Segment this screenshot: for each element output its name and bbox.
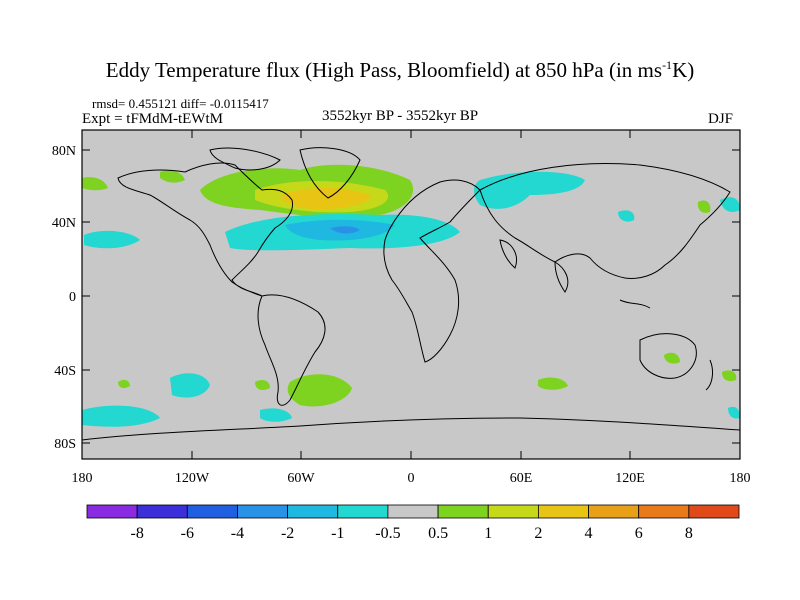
lon-label-0: 0 <box>408 471 415 486</box>
negative-anomaly-asia <box>618 210 635 222</box>
colorbar-swatch <box>387 504 439 519</box>
negative-anomaly-siberia <box>474 171 585 209</box>
negative-anomaly-s-pacific <box>170 373 210 398</box>
positive-anomaly-australia <box>664 352 680 364</box>
colorbar-label: -0.5 <box>375 525 400 542</box>
positive-anomaly-west-edge <box>82 177 108 191</box>
colorbar-swatch <box>638 504 690 519</box>
colorbar <box>86 504 740 519</box>
positive-anomaly-core-2 <box>280 187 372 210</box>
colorbar-swatch <box>537 504 589 519</box>
negative-anomaly-center <box>330 226 360 234</box>
positive-anomaly-s-atlantic <box>287 374 352 407</box>
lon-label-120e: 120E <box>615 471 645 486</box>
colorbar-swatch <box>186 504 238 519</box>
negative-anomaly-southern-ocean <box>82 405 160 427</box>
lat-label-80s: 80S <box>54 437 76 452</box>
lon-label-60e: 60E <box>510 471 533 486</box>
colorbar-swatch <box>287 504 339 519</box>
colorbar-labels: -8 -6 -4 -2 -1 -0.5 0.5 1 2 4 6 8 <box>130 525 692 542</box>
lon-label-120w: 120W <box>175 471 210 486</box>
positive-anomaly-e-asia <box>697 200 711 213</box>
lat-label-40n: 40N <box>52 216 76 231</box>
colorbar-label: 2 <box>534 525 542 542</box>
positive-anomaly-pacific <box>160 170 185 183</box>
colorbar-label: -8 <box>130 525 143 542</box>
negative-anomaly-e-edge <box>720 197 740 212</box>
colorbar-swatch <box>588 504 640 519</box>
coastlines <box>82 147 740 441</box>
colorbar-swatch <box>237 504 289 519</box>
lon-label-180e: 180 <box>730 471 751 486</box>
lon-label-180w: 180 <box>72 471 93 486</box>
positive-anomaly-sw-pacific <box>722 370 737 382</box>
lat-ticks <box>82 149 740 444</box>
colorbar-label: -4 <box>231 525 244 542</box>
period-label: 3552kyr BP - 3552kyr BP <box>322 108 479 124</box>
experiment-label: Expt = tFMdM-tEWtM <box>82 111 223 127</box>
lon-ticks <box>81 130 741 459</box>
colorbar-swatch <box>86 504 138 519</box>
lat-label-0: 0 <box>69 290 76 305</box>
colorbar-label: 4 <box>585 525 593 542</box>
season-label: DJF <box>708 111 734 127</box>
colorbar-label: -6 <box>181 525 194 542</box>
colorbar-swatch <box>337 504 389 519</box>
colorbar-label: 0.5 <box>428 525 448 542</box>
colorbar-label: 8 <box>685 525 693 542</box>
positive-anomaly-s-pacific <box>118 379 130 389</box>
negative-anomaly-sw-edge <box>728 406 740 419</box>
colorbar-swatch <box>688 504 740 519</box>
colorbar-swatch <box>487 504 539 519</box>
lat-label-40s: 40S <box>54 364 76 379</box>
chart-title: Eddy Temperature flux (High Pass, Bloomf… <box>105 58 695 82</box>
lon-label-60w: 60W <box>287 471 315 486</box>
negative-anomaly-n-pacific <box>84 230 140 249</box>
colorbar-label: -1 <box>331 525 344 542</box>
positive-anomaly-s-indian <box>538 377 568 390</box>
colorbar-label: 6 <box>635 525 643 542</box>
colorbar-swatch <box>136 504 188 519</box>
colorbar-swatch <box>437 504 489 519</box>
anomaly-fields <box>82 147 740 441</box>
rmsd-diff-text: rmsd= 0.455121 diff= -0.0115417 <box>92 96 269 111</box>
positive-anomaly-s-america-w <box>255 380 270 390</box>
negative-anomaly-drake <box>260 408 292 422</box>
lat-label-80n: 80N <box>52 144 76 159</box>
colorbar-label: 1 <box>484 525 492 542</box>
colorbar-label: -2 <box>281 525 294 542</box>
